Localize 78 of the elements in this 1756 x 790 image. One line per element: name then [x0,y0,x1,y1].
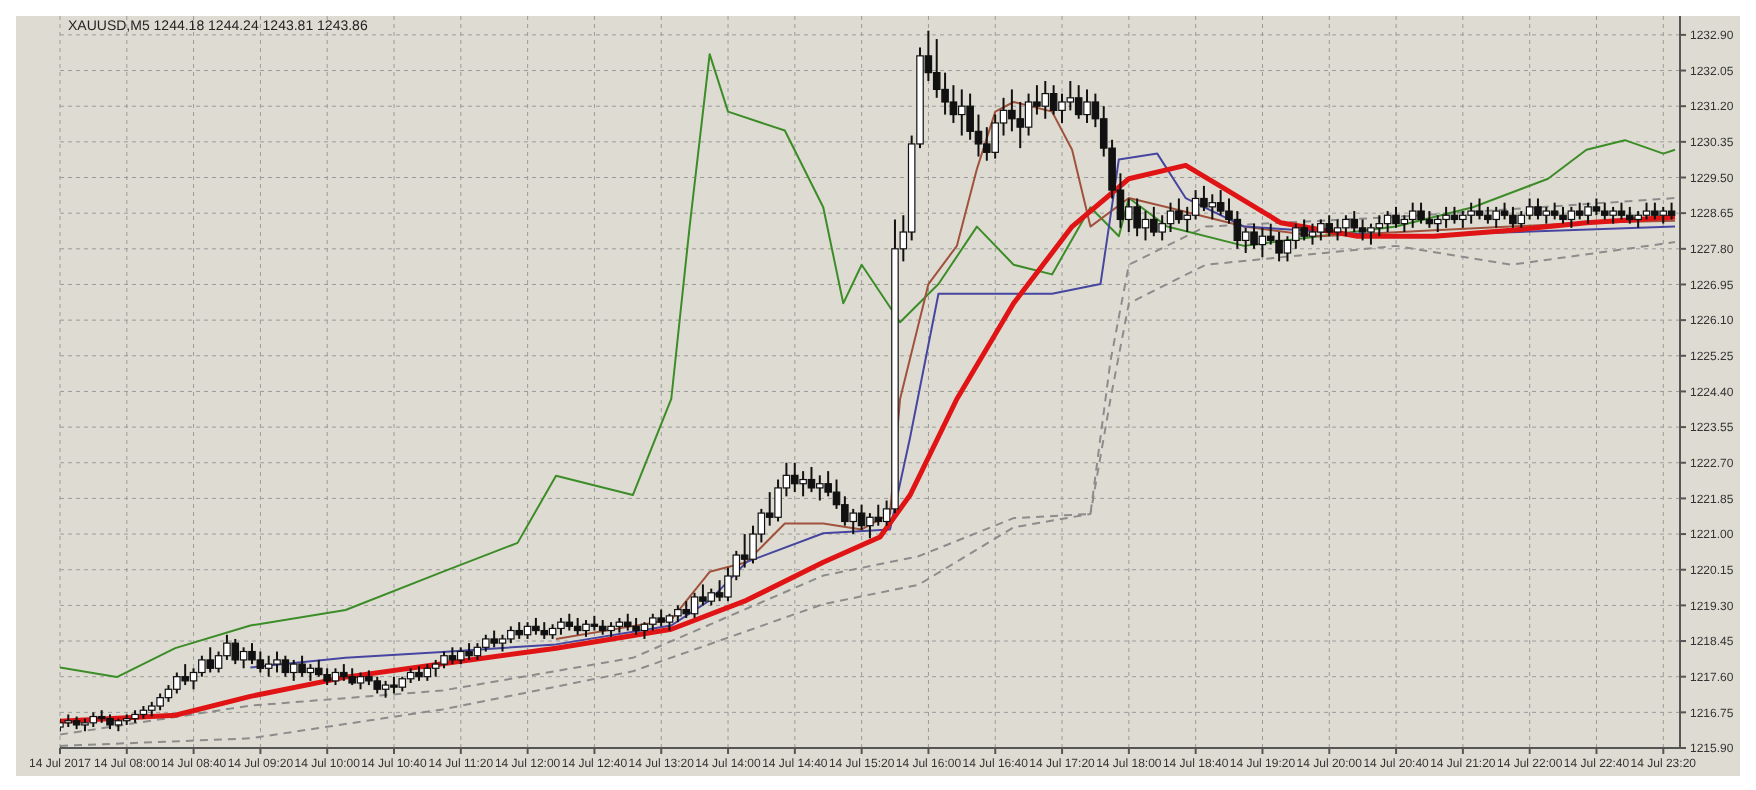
candlestick [807,465,816,494]
candlestick [289,658,298,682]
candlestick [1175,197,1183,225]
candlestick [1041,80,1050,120]
candlestick [1158,214,1166,242]
candlestick [949,84,958,124]
candlestick [1417,201,1425,225]
candlestick [1509,205,1517,229]
candlestick [181,663,189,687]
candlestick [1525,197,1534,221]
candlestick [1124,197,1133,234]
candlestick [790,461,799,494]
candlestick [1074,84,1083,120]
candlestick [1241,226,1250,255]
candlestick [1208,193,1217,221]
candlestick [1024,92,1033,137]
candlestick [1584,201,1592,225]
candlestick [1567,205,1576,229]
candlestick [1083,88,1091,124]
candlestick [957,88,966,137]
candlestick [1200,184,1208,213]
candlestick [983,126,991,162]
candlestick [1166,201,1175,234]
candlestick [1150,205,1158,238]
candlestick [1350,210,1359,234]
candlestick [991,113,999,160]
candlestick [1183,205,1192,234]
candlestick [715,579,724,603]
candlestick [1333,218,1342,242]
candlestick [1442,205,1450,229]
candlestick [1216,189,1225,217]
candlestick [974,113,983,158]
candlestick [824,470,832,498]
candlestick [1049,84,1058,116]
candlestick [1308,222,1317,246]
candlestick [857,503,866,531]
candlestick [1408,201,1417,229]
candlestick [765,491,774,527]
candlestick [740,533,749,569]
candlestick [699,583,707,607]
candlestick [1325,214,1333,238]
candlestick [799,470,807,498]
candlestick [1392,205,1400,229]
candlestick [189,667,198,691]
candlestick [173,671,181,695]
candlestick [1300,218,1308,242]
candlestick [206,646,215,674]
candlestick [256,650,265,674]
candlestick [1275,231,1283,263]
candlestick [866,512,874,540]
candlestick [273,650,281,674]
candlestick [1283,235,1292,263]
candlestick [298,654,306,678]
candlestick [1133,197,1141,238]
candlestick [1342,214,1350,238]
candlestick [690,591,699,619]
candlestick [1191,189,1200,221]
candlestick [1317,218,1325,242]
candlestick [1291,222,1300,250]
candlestick [874,503,883,527]
candlestick [1467,201,1475,225]
candlestick [239,646,248,670]
candlestick [1250,222,1258,250]
line-series [60,53,1676,679]
candlestick [248,642,256,666]
candlestick [1375,214,1384,238]
candlestick [849,507,858,536]
candlestick [816,474,824,502]
candlestick [214,650,223,674]
candlestick [1358,218,1367,242]
candlestick [1367,222,1375,246]
candlestick [1492,205,1501,229]
line-series [249,152,1676,669]
candlestick [1534,197,1542,221]
candlestick [1475,197,1484,221]
candlestick [264,654,273,678]
candlestick [281,654,290,678]
candlestick [231,637,240,666]
